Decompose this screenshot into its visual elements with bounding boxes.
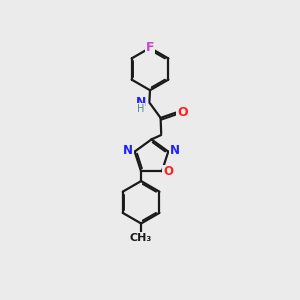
Text: N: N <box>170 144 180 157</box>
Text: N: N <box>135 96 146 109</box>
Text: H: H <box>137 104 144 114</box>
Text: O: O <box>163 165 173 178</box>
Text: O: O <box>177 106 188 119</box>
Text: N: N <box>123 144 133 157</box>
Text: CH₃: CH₃ <box>130 233 152 243</box>
Text: F: F <box>146 41 154 54</box>
